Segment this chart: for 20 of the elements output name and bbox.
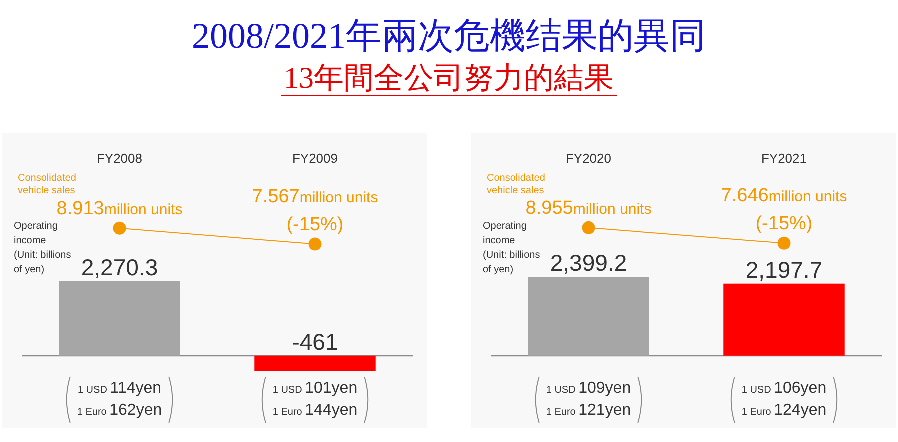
annotation: 1 Euro 121yen bbox=[546, 402, 632, 419]
annotation: 1 Euro 124yen bbox=[742, 402, 827, 419]
y2label: Operating bbox=[483, 221, 527, 232]
subtitle: 13年間全公司努力的結果 bbox=[284, 62, 614, 95]
y2label: of yen) bbox=[483, 264, 514, 276]
annotation: 1 USD 109yen bbox=[546, 380, 632, 397]
annotation: 1 Euro 144yen bbox=[272, 402, 358, 419]
annotation: 1 USD 114yen bbox=[78, 380, 162, 397]
y2label: (Unit: billions bbox=[483, 250, 540, 261]
y2label: (Unit: billions bbox=[14, 250, 72, 261]
annotation: 1 USD 101yen bbox=[272, 380, 358, 397]
annotation: 1 USD 106yen bbox=[742, 380, 827, 397]
y2label: of yen) bbox=[14, 264, 45, 276]
annotation: (-15%) bbox=[756, 213, 813, 234]
annotation: (-15%) bbox=[286, 214, 344, 236]
y2label: income bbox=[14, 236, 46, 246]
title: 2008/2021年兩次危機结果的異同 bbox=[192, 16, 706, 56]
y2label: income bbox=[483, 236, 516, 246]
annotation: 1 Euro 162yen bbox=[77, 402, 162, 419]
y2label: Operating bbox=[14, 221, 58, 232]
